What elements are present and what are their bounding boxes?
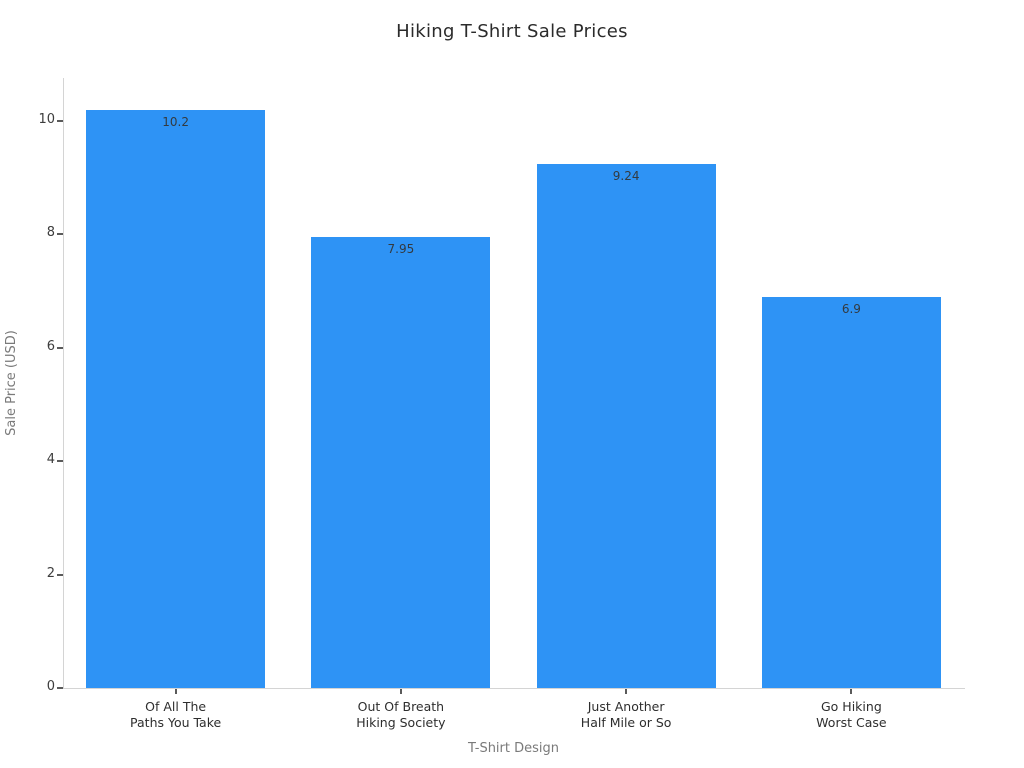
- x-category-label: Go Hiking Worst Case: [739, 699, 963, 731]
- bar: [311, 237, 491, 688]
- x-tick-mark: [850, 689, 853, 694]
- y-tick-label: 8: [46, 225, 55, 241]
- y-tick-mark: [57, 573, 63, 576]
- y-tick-label: 10: [38, 112, 55, 128]
- plot-area: [63, 78, 965, 689]
- x-category-label-line: Half Mile or So: [580, 715, 672, 730]
- y-tick-label: 0: [46, 679, 55, 694]
- bar-value-label: 10.2: [162, 114, 189, 129]
- x-tick-mark: [625, 689, 628, 694]
- x-category-label: Just Another Half Mile or So: [514, 699, 738, 731]
- x-category-label-line: Just Another: [587, 699, 665, 714]
- x-category-label-line: Of All The: [145, 699, 207, 714]
- x-category-label-line: Worst Case: [816, 715, 887, 730]
- bar: [86, 109, 266, 688]
- y-tick-label: 2: [46, 565, 55, 581]
- x-category-label-line: Paths You Take: [130, 715, 222, 730]
- y-tick-mark: [57, 687, 63, 689]
- x-category-label: Of All The Paths You Take: [64, 699, 288, 731]
- x-tick-mark: [174, 689, 177, 694]
- bar-value-label: 9.24: [612, 169, 640, 184]
- x-category-label-line: Go Hiking: [821, 699, 882, 714]
- y-tick-label: 4: [46, 452, 55, 468]
- y-tick-mark: [57, 233, 63, 236]
- chart-title: Hiking T-Shirt Sale Prices: [396, 21, 628, 42]
- x-tick-mark: [399, 689, 402, 694]
- y-tick-mark: [57, 460, 63, 463]
- x-category-label: Out Of Breath Hiking Society: [289, 699, 513, 731]
- y-tick-label: 6: [46, 338, 55, 354]
- bar-value-label: 6.9: [841, 301, 861, 316]
- bar-value-label: 7.95: [387, 242, 415, 257]
- bar: [536, 164, 716, 688]
- bar: [761, 296, 941, 688]
- x-category-label-line: Hiking Society: [356, 715, 446, 730]
- x-axis-title: T-Shirt Design: [468, 741, 559, 756]
- y-tick-mark: [57, 346, 63, 349]
- y-tick-mark: [57, 120, 63, 123]
- x-category-label-line: Out Of Breath: [357, 699, 445, 714]
